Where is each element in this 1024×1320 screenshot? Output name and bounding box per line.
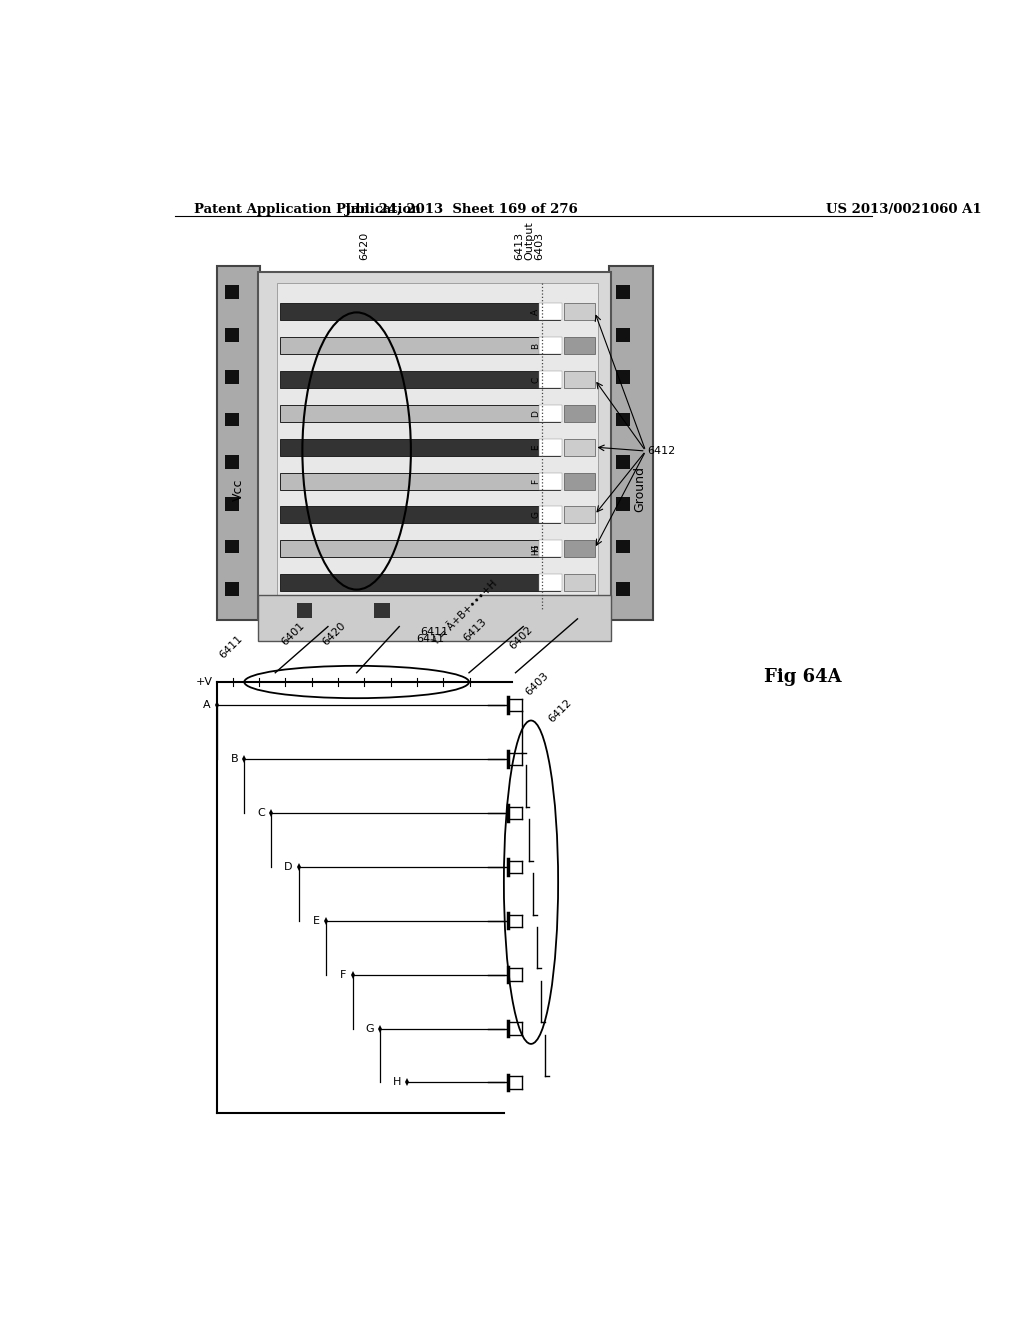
- Bar: [563, 507, 595, 524]
- Bar: [608, 267, 653, 620]
- Bar: [297, 603, 312, 618]
- Bar: [563, 371, 595, 388]
- Bar: [539, 574, 562, 591]
- Bar: [539, 540, 562, 557]
- Bar: [616, 498, 630, 511]
- Bar: [280, 473, 560, 490]
- Bar: [276, 284, 598, 610]
- Bar: [539, 304, 562, 321]
- Bar: [225, 370, 239, 384]
- Text: D: D: [531, 409, 541, 417]
- Bar: [539, 371, 562, 388]
- Text: 6413: 6413: [514, 232, 524, 260]
- Bar: [280, 304, 560, 321]
- Text: Fig 64A: Fig 64A: [764, 668, 841, 686]
- Bar: [616, 370, 630, 384]
- Bar: [225, 455, 239, 469]
- Bar: [616, 540, 630, 553]
- Bar: [225, 498, 239, 511]
- Text: 6411: 6411: [420, 627, 449, 636]
- Text: Jan. 24, 2013  Sheet 169 of 276: Jan. 24, 2013 Sheet 169 of 276: [345, 203, 578, 216]
- Text: D: D: [284, 862, 292, 871]
- Bar: [563, 438, 595, 455]
- Text: 6412: 6412: [647, 446, 676, 455]
- Text: HG: HG: [531, 543, 541, 554]
- Bar: [539, 405, 562, 422]
- Bar: [563, 473, 595, 490]
- Text: F: F: [340, 970, 346, 979]
- Text: Ground: Ground: [633, 466, 646, 512]
- Text: 6420: 6420: [321, 620, 347, 647]
- Text: C: C: [257, 808, 265, 818]
- Text: H: H: [392, 1077, 400, 1088]
- Bar: [539, 438, 562, 455]
- Bar: [375, 603, 390, 618]
- Text: Patent Application Publication: Patent Application Publication: [194, 203, 421, 216]
- Text: G: G: [365, 1023, 374, 1034]
- Text: F: F: [531, 478, 541, 483]
- Text: B: B: [531, 342, 541, 348]
- Text: 6412: 6412: [547, 697, 573, 725]
- Text: +V: +V: [197, 677, 213, 686]
- Bar: [280, 438, 560, 455]
- Text: G: G: [531, 511, 541, 519]
- Text: Y = Ā+B+•••+H: Y = Ā+B+•••+H: [430, 578, 499, 647]
- Text: E: E: [312, 916, 319, 925]
- Text: Vcc: Vcc: [231, 478, 245, 500]
- Text: C: C: [531, 376, 541, 383]
- Text: 6403: 6403: [523, 671, 550, 697]
- Text: 6402: 6402: [508, 624, 535, 651]
- Bar: [225, 285, 239, 300]
- Bar: [563, 304, 595, 321]
- Bar: [258, 272, 611, 619]
- Bar: [563, 337, 595, 354]
- Bar: [225, 582, 239, 595]
- Bar: [280, 371, 560, 388]
- Text: E: E: [531, 445, 541, 450]
- Text: H: H: [531, 545, 541, 552]
- Bar: [616, 582, 630, 595]
- Bar: [616, 327, 630, 342]
- Text: 6411: 6411: [416, 634, 444, 644]
- Bar: [616, 285, 630, 300]
- Bar: [563, 405, 595, 422]
- Text: 6413: 6413: [461, 616, 488, 644]
- Bar: [616, 412, 630, 426]
- Bar: [280, 574, 560, 591]
- Bar: [616, 455, 630, 469]
- Text: B: B: [230, 754, 238, 764]
- Bar: [225, 327, 239, 342]
- Text: 6411: 6411: [217, 634, 244, 660]
- Bar: [280, 337, 560, 354]
- Bar: [539, 473, 562, 490]
- Bar: [563, 540, 595, 557]
- Bar: [225, 540, 239, 553]
- Bar: [280, 405, 560, 422]
- Bar: [258, 595, 611, 642]
- Bar: [563, 574, 595, 591]
- Text: A: A: [531, 309, 541, 314]
- Text: Output: Output: [524, 222, 535, 260]
- Bar: [280, 540, 560, 557]
- Text: 6403: 6403: [535, 232, 545, 260]
- Text: A: A: [204, 700, 211, 710]
- Bar: [217, 267, 260, 620]
- Bar: [280, 507, 560, 524]
- Text: US 2013/0021060 A1: US 2013/0021060 A1: [825, 203, 981, 216]
- Bar: [225, 412, 239, 426]
- Text: 6420: 6420: [359, 232, 370, 260]
- Bar: [539, 337, 562, 354]
- Text: 6401: 6401: [280, 620, 306, 647]
- Bar: [539, 507, 562, 524]
